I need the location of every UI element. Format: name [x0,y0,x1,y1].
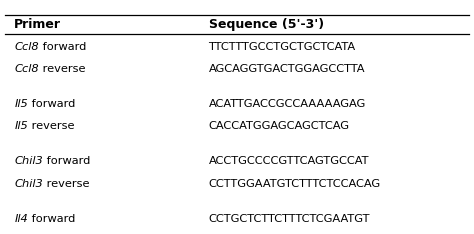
Text: forward: forward [28,99,75,109]
Text: Il5: Il5 [14,121,28,131]
Text: Il4: Il4 [14,214,28,224]
Text: CACCATGGAGCAGCTCAG: CACCATGGAGCAGCTCAG [209,121,349,131]
Text: forward: forward [28,214,75,224]
Text: Chil3: Chil3 [14,179,43,189]
Text: CCTGCTCTTCTTTCTCGAATGT: CCTGCTCTTCTTTCTCGAATGT [209,214,370,224]
Text: TTCTTTGCCTGCTGCTCATA: TTCTTTGCCTGCTGCTCATA [209,42,356,52]
Text: ACATTGACCGCCAAAAAGAG: ACATTGACCGCCAAAAAGAG [209,99,366,109]
Text: Chil3: Chil3 [14,157,43,166]
Text: Sequence (5'-3'): Sequence (5'-3') [209,18,324,31]
Text: reverse: reverse [43,179,90,189]
Text: AGCAGGTGACTGGAGCCTTA: AGCAGGTGACTGGAGCCTTA [209,64,365,74]
Text: reverse: reverse [39,64,85,74]
Text: Ccl8: Ccl8 [14,42,39,52]
Text: reverse: reverse [28,121,74,131]
Text: Primer: Primer [14,18,61,31]
Text: forward: forward [43,157,91,166]
Text: forward: forward [39,42,86,52]
Text: Il5: Il5 [14,99,28,109]
Text: ACCTGCCCCGTTCAGTGCCAT: ACCTGCCCCGTTCAGTGCCAT [209,157,369,166]
Text: CCTTGGAATGTCTTTCTCCACAG: CCTTGGAATGTCTTTCTCCACAG [209,179,381,189]
Text: Ccl8: Ccl8 [14,64,39,74]
